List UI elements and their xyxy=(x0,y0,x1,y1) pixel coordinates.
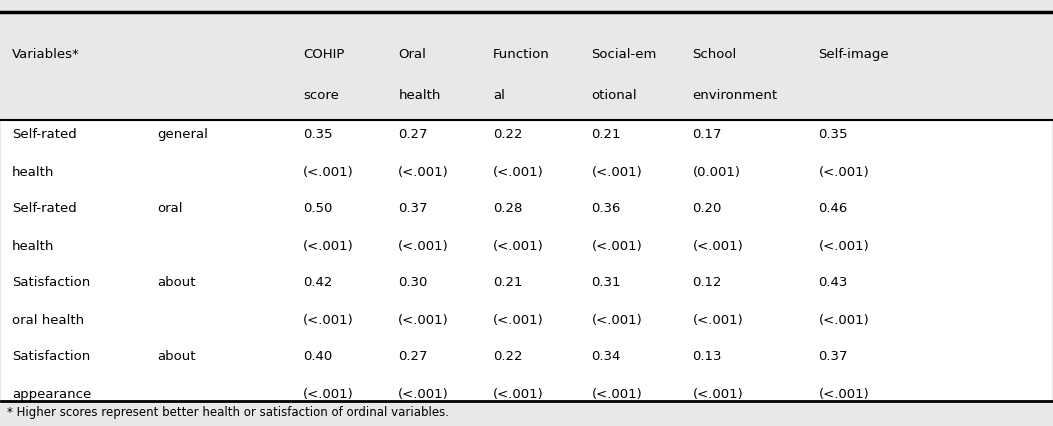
Text: oral: oral xyxy=(157,202,182,215)
Text: 0.35: 0.35 xyxy=(818,128,848,141)
Text: general: general xyxy=(157,128,207,141)
Text: 0.36: 0.36 xyxy=(592,202,621,215)
Text: appearance: appearance xyxy=(12,389,92,401)
Text: Satisfaction: Satisfaction xyxy=(12,276,91,289)
Text: 0.27: 0.27 xyxy=(398,351,428,363)
Text: 0.12: 0.12 xyxy=(693,276,722,289)
Text: (<.001): (<.001) xyxy=(818,314,869,328)
Text: about: about xyxy=(157,276,195,289)
Text: Function: Function xyxy=(493,48,550,61)
Text: otional: otional xyxy=(592,89,637,102)
Text: (<.001): (<.001) xyxy=(592,389,642,401)
Text: Oral: Oral xyxy=(398,48,426,61)
Text: (<.001): (<.001) xyxy=(303,389,354,401)
Text: 0.21: 0.21 xyxy=(592,128,621,141)
Text: 0.40: 0.40 xyxy=(303,351,332,363)
Bar xyxy=(1,120,1052,401)
Text: environment: environment xyxy=(693,89,777,102)
Text: health: health xyxy=(12,166,55,179)
Text: Social-em: Social-em xyxy=(592,48,657,61)
Text: Self-image: Self-image xyxy=(818,48,889,61)
Text: (<.001): (<.001) xyxy=(398,389,450,401)
Text: (<.001): (<.001) xyxy=(592,166,642,179)
Text: 0.21: 0.21 xyxy=(493,276,522,289)
Text: (<.001): (<.001) xyxy=(493,240,543,253)
Text: (<.001): (<.001) xyxy=(693,314,743,328)
Text: 0.31: 0.31 xyxy=(592,276,621,289)
Text: al: al xyxy=(493,89,504,102)
Text: Variables*: Variables* xyxy=(12,48,80,61)
Text: (<.001): (<.001) xyxy=(493,314,543,328)
Text: Satisfaction: Satisfaction xyxy=(12,351,91,363)
Text: health: health xyxy=(12,240,55,253)
Text: 0.42: 0.42 xyxy=(303,276,332,289)
Text: Self-rated: Self-rated xyxy=(12,202,77,215)
Text: (<.001): (<.001) xyxy=(592,240,642,253)
Text: 0.30: 0.30 xyxy=(398,276,428,289)
Text: 0.27: 0.27 xyxy=(398,128,428,141)
Text: (<.001): (<.001) xyxy=(303,166,354,179)
Text: 0.34: 0.34 xyxy=(592,351,621,363)
Bar xyxy=(1,1,1052,120)
Text: (0.001): (0.001) xyxy=(693,166,740,179)
Text: oral health: oral health xyxy=(12,314,84,328)
Text: score: score xyxy=(303,89,339,102)
Text: 0.28: 0.28 xyxy=(493,202,522,215)
Text: 0.22: 0.22 xyxy=(493,351,522,363)
Text: 0.43: 0.43 xyxy=(818,276,848,289)
Text: (<.001): (<.001) xyxy=(493,166,543,179)
Text: 0.35: 0.35 xyxy=(303,128,333,141)
Text: (<.001): (<.001) xyxy=(398,314,450,328)
Text: 0.50: 0.50 xyxy=(303,202,332,215)
Text: health: health xyxy=(398,89,441,102)
Text: 0.37: 0.37 xyxy=(398,202,428,215)
Text: * Higher scores represent better health or satisfaction of ordinal variables.: * Higher scores represent better health … xyxy=(6,406,449,419)
Text: 0.37: 0.37 xyxy=(818,351,848,363)
Text: Self-rated: Self-rated xyxy=(12,128,77,141)
Text: (<.001): (<.001) xyxy=(398,166,450,179)
Text: (<.001): (<.001) xyxy=(398,240,450,253)
Text: 0.13: 0.13 xyxy=(693,351,722,363)
Text: (<.001): (<.001) xyxy=(592,314,642,328)
Text: School: School xyxy=(693,48,737,61)
Text: (<.001): (<.001) xyxy=(303,240,354,253)
Text: 0.20: 0.20 xyxy=(693,202,721,215)
Text: (<.001): (<.001) xyxy=(693,389,743,401)
Text: 0.17: 0.17 xyxy=(693,128,722,141)
Text: 0.46: 0.46 xyxy=(818,202,848,215)
Text: COHIP: COHIP xyxy=(303,48,344,61)
Text: 0.22: 0.22 xyxy=(493,128,522,141)
Text: (<.001): (<.001) xyxy=(818,166,869,179)
Text: (<.001): (<.001) xyxy=(693,240,743,253)
Text: (<.001): (<.001) xyxy=(818,240,869,253)
Text: (<.001): (<.001) xyxy=(303,314,354,328)
Text: about: about xyxy=(157,351,195,363)
Text: (<.001): (<.001) xyxy=(818,389,869,401)
Text: (<.001): (<.001) xyxy=(493,389,543,401)
